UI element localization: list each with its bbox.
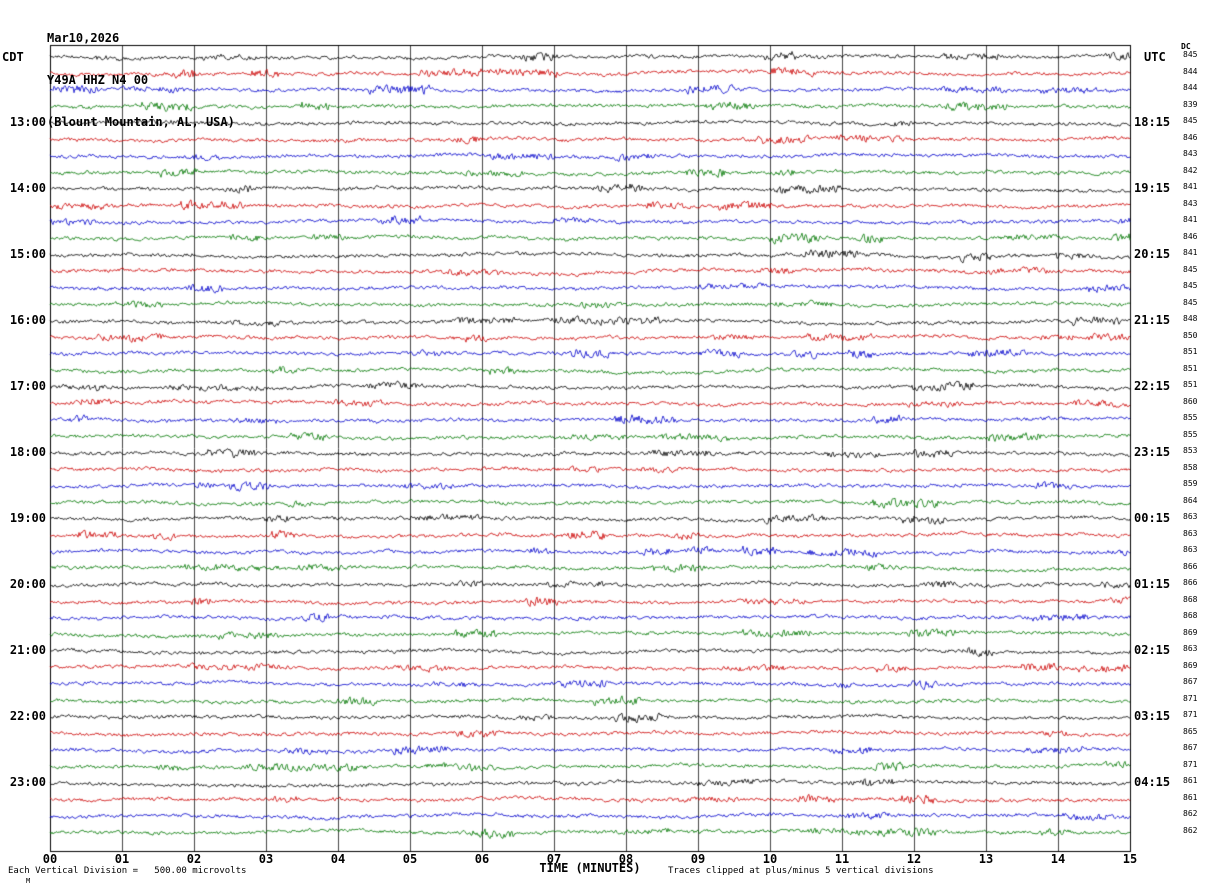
dc-offset-value: 843 (1183, 198, 1198, 208)
dc-offset-value: 845 (1183, 281, 1198, 290)
x-axis-tick: 05 (402, 852, 418, 866)
cdt-hour-label: 15:00 (9, 247, 46, 261)
dc-offset-value: 865 (1183, 726, 1198, 736)
utc-hour-label: 01:15 (1134, 577, 1171, 591)
dc-offset-value: 863 (1183, 644, 1198, 653)
x-axis-tick: 09 (690, 852, 706, 866)
utc-hour-label: 04:15 (1134, 775, 1171, 789)
left-timezone-label: CDT (2, 50, 24, 64)
dc-offset-value: 868 (1183, 594, 1198, 604)
cdt-hour-label: 14:00 (9, 181, 46, 195)
dc-offset-value: 845 (1183, 297, 1198, 307)
dc-offset-value: 855 (1183, 413, 1198, 422)
x-axis-tick: 03 (258, 852, 274, 866)
utc-hour-label: 03:15 (1134, 709, 1171, 723)
x-axis-tick: 01 (114, 852, 130, 866)
dc-offset-value: 871 (1183, 759, 1198, 769)
dc-offset-value: 845 (1183, 264, 1198, 274)
cdt-hour-label: 19:00 (9, 511, 46, 525)
dc-offset-value: 866 (1183, 578, 1198, 587)
title-location: (Blount Mountain, AL, USA) (47, 115, 235, 129)
utc-hour-label: 19:15 (1134, 181, 1171, 195)
cdt-hour-label: 17:00 (9, 379, 46, 393)
dc-offset-value: 842 (1183, 165, 1198, 175)
cdt-hour-label: 21:00 (9, 643, 46, 657)
dc-offset-value: 839 (1183, 99, 1198, 109)
dc-offset-value: 871 (1183, 710, 1198, 719)
title-block: Mar10,2026 Y49A HHZ N4 00 (Blount Mounta… (47, 3, 235, 157)
dc-offset-value: 869 (1183, 660, 1198, 670)
cdt-hour-label: 22:00 (9, 709, 46, 723)
cdt-hour-label: 18:00 (9, 445, 46, 459)
dc-offset-value: 859 (1183, 479, 1198, 488)
dc-offset-value: 871 (1183, 693, 1198, 703)
footer-scale-note: Each Vertical Division = 500.00 microvol… (8, 866, 247, 876)
dc-offset-value: 867 (1183, 677, 1198, 686)
x-axis-tick: 13 (978, 852, 994, 866)
dc-offset-value: 851 (1183, 363, 1198, 373)
cdt-hour-label: 20:00 (9, 577, 46, 591)
x-axis-tick: 14 (1050, 852, 1066, 866)
dc-offset-value: 848 (1183, 314, 1198, 323)
dc-offset-value: 845 (1183, 116, 1198, 125)
utc-hour-label: 18:15 (1134, 115, 1171, 129)
dc-offset-value: 862 (1183, 825, 1198, 835)
dc-offset-value: 846 (1183, 132, 1198, 142)
dc-offset-value: 841 (1183, 248, 1198, 257)
x-axis-tick: 12 (906, 852, 922, 866)
dc-offset-value: 860 (1183, 396, 1198, 406)
x-axis-tick: 08 (618, 852, 634, 866)
dc-offset-value: 853 (1183, 446, 1198, 455)
dc-offset-value: 845 (1183, 50, 1198, 59)
corner-mark: M (26, 877, 31, 885)
dc-offset-value: 863 (1183, 545, 1198, 554)
x-axis-tick: 00 (42, 852, 58, 866)
dc-column-header: DC (1181, 42, 1191, 51)
x-axis-tick: 11 (834, 852, 850, 866)
dc-offset-value: 858 (1183, 462, 1198, 472)
dc-offset-value: 844 (1183, 83, 1198, 92)
utc-hour-label: 23:15 (1134, 445, 1171, 459)
title-date: Mar10,2026 (47, 31, 120, 45)
dc-offset-value: 868 (1183, 611, 1198, 620)
x-axis-tick: 06 (474, 852, 490, 866)
cdt-hour-label: 16:00 (9, 313, 46, 327)
dc-offset-value: 851 (1183, 347, 1198, 356)
dc-offset-value: 861 (1183, 792, 1198, 802)
dc-offset-value: 841 (1183, 215, 1198, 224)
dc-offset-value: 864 (1183, 495, 1198, 505)
dc-offset-value: 851 (1183, 380, 1198, 389)
utc-hour-label: 21:15 (1134, 313, 1171, 327)
utc-hour-label: 22:15 (1134, 379, 1171, 393)
x-axis-tick: 15 (1122, 852, 1138, 866)
utc-hour-label: 02:15 (1134, 643, 1171, 657)
dc-offset-value: 846 (1183, 231, 1198, 241)
title-station: Y49A HHZ N4 00 (47, 73, 149, 87)
x-axis-tick: 07 (546, 852, 562, 866)
dc-offset-value: 867 (1183, 743, 1198, 752)
dc-offset-value: 861 (1183, 776, 1198, 785)
dc-offset-value: 863 (1183, 512, 1198, 521)
dc-offset-value: 866 (1183, 561, 1198, 571)
dc-offset-value: 863 (1183, 528, 1198, 538)
dc-offset-value: 843 (1183, 149, 1198, 158)
cdt-hour-label: 23:00 (9, 775, 46, 789)
utc-hour-label: 00:15 (1134, 511, 1171, 525)
utc-hour-label: 20:15 (1134, 247, 1171, 261)
dc-offset-value: 855 (1183, 429, 1198, 439)
dc-offset-value: 869 (1183, 627, 1198, 637)
dc-offset-value: 850 (1183, 330, 1198, 340)
x-axis-tick: 10 (762, 852, 778, 866)
dc-offset-value: 844 (1183, 66, 1198, 76)
dc-offset-value: 841 (1183, 182, 1198, 191)
x-axis-tick: 02 (186, 852, 202, 866)
cdt-hour-label: 13:00 (9, 115, 46, 129)
dc-offset-value: 862 (1183, 809, 1198, 818)
x-axis-tick: 04 (330, 852, 346, 866)
footer-clip-note: Traces clipped at plus/minus 5 vertical … (668, 866, 934, 876)
x-axis-title: TIME (MINUTES) (539, 861, 641, 875)
right-timezone-label: UTC (1144, 50, 1166, 64)
